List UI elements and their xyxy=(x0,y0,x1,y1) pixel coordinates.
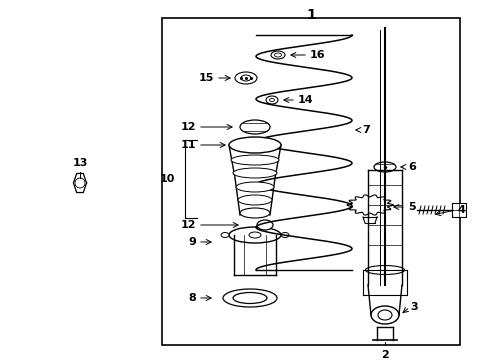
Text: 4: 4 xyxy=(457,205,465,215)
Ellipse shape xyxy=(365,265,404,274)
Ellipse shape xyxy=(235,72,257,84)
Text: 1: 1 xyxy=(305,8,315,22)
Text: 12: 12 xyxy=(180,220,196,230)
Ellipse shape xyxy=(232,168,276,178)
Ellipse shape xyxy=(223,289,276,307)
Text: 16: 16 xyxy=(309,50,325,60)
Ellipse shape xyxy=(236,182,273,192)
Ellipse shape xyxy=(281,233,288,238)
Text: 9: 9 xyxy=(188,237,196,247)
Ellipse shape xyxy=(270,51,285,59)
Text: 14: 14 xyxy=(297,95,313,105)
Ellipse shape xyxy=(269,99,274,102)
Ellipse shape xyxy=(240,120,269,134)
Ellipse shape xyxy=(240,208,269,218)
Ellipse shape xyxy=(373,162,395,172)
Ellipse shape xyxy=(232,292,266,303)
Ellipse shape xyxy=(248,232,261,238)
Ellipse shape xyxy=(228,137,281,153)
Text: 2: 2 xyxy=(380,350,388,360)
Text: 11: 11 xyxy=(180,140,196,150)
Text: 5: 5 xyxy=(407,202,415,212)
Ellipse shape xyxy=(241,75,250,81)
Ellipse shape xyxy=(228,227,281,243)
Ellipse shape xyxy=(230,155,279,165)
Text: 12: 12 xyxy=(180,122,196,132)
Text: 6: 6 xyxy=(407,162,415,172)
Ellipse shape xyxy=(221,233,228,238)
Ellipse shape xyxy=(265,96,278,104)
Text: 3: 3 xyxy=(409,302,417,312)
Ellipse shape xyxy=(370,306,398,324)
Ellipse shape xyxy=(257,220,272,230)
Text: 10: 10 xyxy=(159,174,175,184)
Bar xyxy=(451,203,465,217)
Text: 15: 15 xyxy=(198,73,214,83)
Ellipse shape xyxy=(238,195,271,205)
Ellipse shape xyxy=(377,310,391,320)
Text: 13: 13 xyxy=(72,158,87,168)
Bar xyxy=(162,18,459,345)
Text: 7: 7 xyxy=(361,125,369,135)
Text: 8: 8 xyxy=(188,293,196,303)
Ellipse shape xyxy=(274,53,281,57)
